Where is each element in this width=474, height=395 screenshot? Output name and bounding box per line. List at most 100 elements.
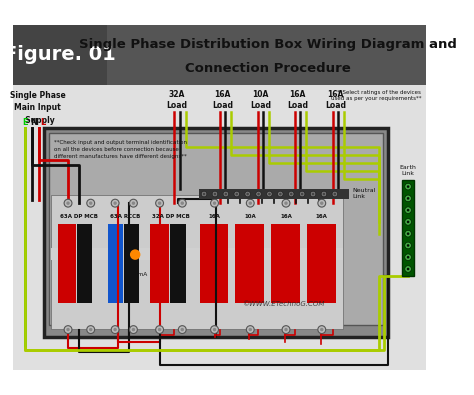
Circle shape: [111, 325, 119, 333]
Text: 16A
Load: 16A Load: [325, 90, 346, 110]
Text: 16A: 16A: [316, 214, 328, 218]
Circle shape: [178, 199, 186, 207]
Circle shape: [214, 193, 216, 195]
Circle shape: [223, 191, 228, 197]
Text: **Select ratings of the devices
used as per your requirements**: **Select ratings of the devices used as …: [331, 90, 421, 102]
Circle shape: [284, 201, 288, 205]
Circle shape: [64, 199, 72, 207]
Circle shape: [407, 256, 410, 259]
Circle shape: [132, 201, 135, 205]
Circle shape: [282, 325, 290, 333]
Circle shape: [248, 328, 252, 331]
Circle shape: [130, 249, 140, 260]
Circle shape: [407, 232, 410, 235]
Circle shape: [289, 191, 294, 197]
Text: Single Phase
Main Input
  Supply: Single Phase Main Input Supply: [9, 91, 65, 125]
Bar: [150, 224, 169, 303]
Bar: [170, 224, 186, 303]
Bar: [200, 224, 228, 303]
Circle shape: [181, 328, 184, 331]
Circle shape: [246, 199, 254, 207]
Text: 30mA: 30mA: [131, 272, 148, 277]
Circle shape: [321, 191, 327, 197]
Circle shape: [405, 266, 411, 272]
Circle shape: [213, 328, 216, 331]
Bar: [49, 134, 383, 325]
Circle shape: [225, 193, 227, 195]
Circle shape: [407, 268, 410, 270]
Circle shape: [181, 201, 184, 205]
Circle shape: [310, 191, 316, 197]
Text: 32A DP MCB: 32A DP MCB: [152, 214, 190, 218]
Bar: [402, 181, 414, 276]
Circle shape: [113, 201, 117, 205]
Circle shape: [405, 195, 411, 202]
Bar: [199, 189, 349, 199]
Circle shape: [89, 201, 92, 205]
Text: N: N: [30, 118, 37, 128]
Circle shape: [203, 193, 205, 195]
Bar: [51, 195, 343, 329]
Text: Connection Procedure: Connection Procedure: [185, 62, 351, 75]
Bar: [13, 25, 427, 85]
Circle shape: [267, 191, 272, 197]
Bar: [58, 224, 76, 303]
Circle shape: [201, 191, 207, 197]
Circle shape: [246, 325, 254, 333]
Circle shape: [87, 199, 95, 207]
Text: L: L: [40, 118, 46, 128]
Circle shape: [248, 201, 252, 205]
Text: **Check input and output terminal identification
on all the devices before conne: **Check input and output terminal identi…: [54, 140, 187, 160]
Text: 10A
Load: 10A Load: [250, 90, 271, 110]
Text: E: E: [22, 118, 28, 128]
Bar: [44, 128, 388, 337]
Circle shape: [210, 199, 219, 207]
Bar: [13, 85, 427, 370]
Circle shape: [155, 199, 164, 207]
Text: 16A
Load: 16A Load: [212, 90, 233, 110]
Circle shape: [405, 218, 411, 225]
Circle shape: [129, 199, 137, 207]
Circle shape: [318, 199, 326, 207]
Circle shape: [89, 328, 92, 331]
Circle shape: [405, 254, 411, 261]
Text: 10A: 10A: [245, 214, 256, 218]
Circle shape: [212, 191, 218, 197]
Circle shape: [66, 201, 70, 205]
Text: Figure. 01: Figure. 01: [4, 45, 116, 64]
Circle shape: [158, 201, 161, 205]
Circle shape: [210, 325, 219, 333]
Bar: [13, 25, 107, 85]
Text: 32A
Load: 32A Load: [166, 90, 188, 110]
Circle shape: [332, 191, 337, 197]
Circle shape: [334, 193, 336, 195]
Circle shape: [257, 193, 260, 195]
Circle shape: [132, 328, 135, 331]
Circle shape: [312, 193, 314, 195]
Text: Neutral
Link: Neutral Link: [352, 188, 376, 199]
Circle shape: [279, 193, 282, 195]
Bar: [77, 224, 92, 303]
Circle shape: [407, 244, 410, 247]
Circle shape: [158, 328, 161, 331]
Circle shape: [236, 193, 238, 195]
Bar: [124, 224, 139, 303]
Circle shape: [66, 328, 70, 331]
Text: Single Phase Distribution Box Wiring Diagram and: Single Phase Distribution Box Wiring Dia…: [79, 38, 456, 51]
Circle shape: [290, 193, 292, 195]
Bar: [51, 248, 343, 260]
Text: 16A: 16A: [280, 214, 292, 218]
Text: 63A RCCB: 63A RCCB: [109, 214, 140, 218]
Circle shape: [301, 193, 303, 195]
Circle shape: [64, 325, 72, 333]
Circle shape: [300, 191, 305, 197]
Circle shape: [87, 325, 95, 333]
Text: 16A: 16A: [209, 214, 220, 218]
Circle shape: [282, 199, 290, 207]
Text: 63A DP MCB: 63A DP MCB: [60, 214, 99, 218]
Circle shape: [407, 209, 410, 211]
Text: ©WWW.ETechnoG.COM: ©WWW.ETechnoG.COM: [242, 301, 325, 307]
Circle shape: [234, 191, 239, 197]
Circle shape: [320, 328, 323, 331]
Bar: [108, 224, 123, 303]
